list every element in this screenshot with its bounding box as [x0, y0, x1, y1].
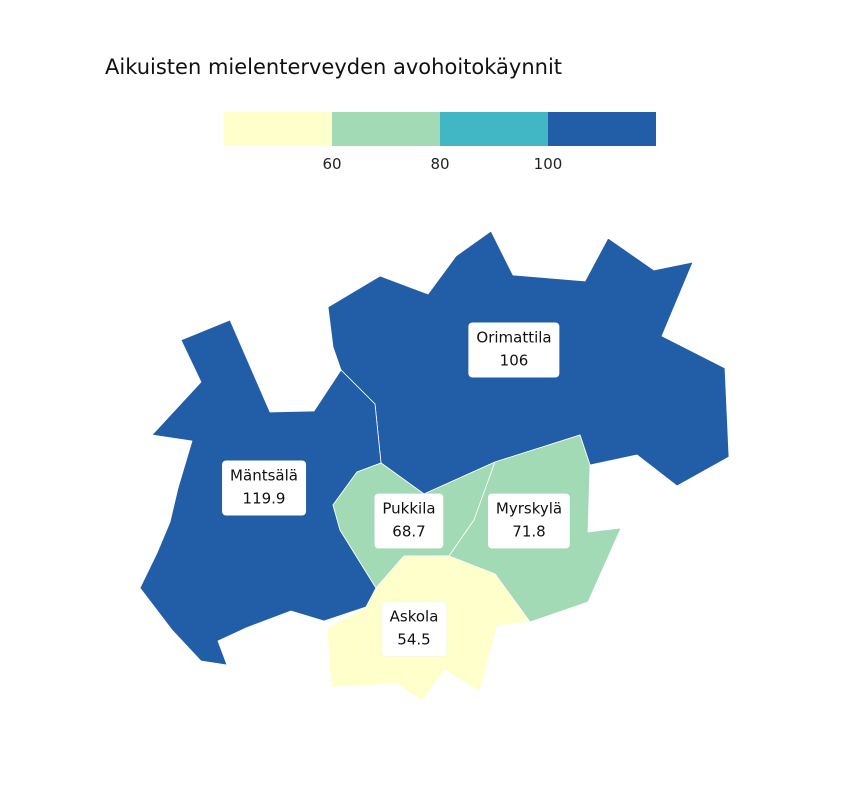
label-myrskyla-name: Myrskylä [495, 499, 563, 518]
label-mantsala-name: Mäntsälä [230, 466, 298, 485]
legend-swatch-4 [548, 112, 656, 146]
legend-swatch-1 [224, 112, 332, 146]
label-mantsala-value: 119.9 [242, 489, 286, 508]
label-orimattila-value: 106 [499, 351, 529, 370]
label-orimattila: Orimattila 106 [468, 322, 560, 378]
label-askola-value: 54.5 [397, 630, 431, 649]
legend-tick-80: 80 [430, 155, 450, 173]
label-askola: Askola 54.5 [381, 601, 447, 657]
label-mantsala: Mäntsälä 119.9 [222, 460, 306, 516]
label-myrskyla: Myrskylä 71.8 [487, 493, 571, 549]
legend-swatch-3 [440, 112, 548, 146]
label-orimattila-name: Orimattila [476, 328, 552, 347]
label-myrskyla-value: 71.8 [512, 522, 546, 541]
label-pukkila-value: 68.7 [392, 522, 426, 541]
legend-tick-60: 60 [322, 155, 342, 173]
label-askola-name: Askola [389, 607, 439, 626]
legend-tick-100: 100 [533, 155, 563, 173]
map-title: Aikuisten mielenterveyden avohoitokäynni… [105, 55, 563, 79]
color-legend [224, 112, 656, 146]
legend-swatch-2 [332, 112, 440, 146]
label-pukkila-name: Pukkila [382, 499, 436, 518]
label-pukkila: Pukkila 68.7 [374, 493, 444, 549]
